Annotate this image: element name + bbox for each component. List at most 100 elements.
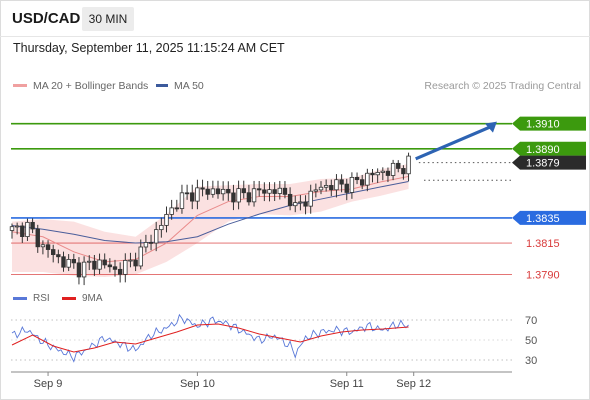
candle-body bbox=[293, 202, 298, 207]
candle-body bbox=[56, 254, 61, 258]
candle-body bbox=[164, 214, 169, 226]
ma50-swatch bbox=[156, 83, 168, 87]
candle-body bbox=[380, 170, 385, 173]
candle-body bbox=[14, 225, 20, 228]
candle-body bbox=[298, 201, 303, 204]
level-tag-1.3910 bbox=[512, 116, 586, 131]
symbol-title: USD/CAD bbox=[12, 10, 81, 27]
candle-body bbox=[339, 179, 344, 185]
x-tick-label: Sep 9 bbox=[34, 378, 63, 390]
candle-body bbox=[169, 207, 174, 215]
candle-body bbox=[35, 228, 40, 248]
ma20-swatch bbox=[13, 83, 27, 87]
timestamp: Thursday, September 11, 2025 11:15:24 AM… bbox=[13, 41, 285, 55]
rsi-ma-legend-label: 9MA bbox=[82, 293, 103, 304]
research-credit: Research © 2025 Trading Central bbox=[424, 80, 581, 92]
candle-body bbox=[184, 192, 190, 195]
level-label-1.3815: 1.3815 bbox=[526, 238, 560, 250]
candle-body bbox=[406, 155, 411, 175]
rsi-swatch bbox=[13, 296, 27, 300]
rsi-tick-label: 50 bbox=[525, 335, 537, 347]
candle-body bbox=[195, 187, 200, 202]
candle-body bbox=[20, 225, 25, 237]
candle-body bbox=[226, 188, 231, 194]
candle-body bbox=[354, 176, 360, 181]
candle-body bbox=[92, 260, 97, 270]
candle-body bbox=[220, 188, 226, 195]
candle-body bbox=[277, 187, 282, 194]
candle-body bbox=[133, 259, 138, 267]
candle-body bbox=[128, 259, 133, 262]
candle-body bbox=[61, 256, 66, 268]
candle-body bbox=[396, 162, 401, 169]
candle-body bbox=[30, 221, 35, 230]
level-label-1.3890: 1.3890 bbox=[526, 144, 560, 156]
candle-body bbox=[153, 229, 159, 244]
candle-body bbox=[117, 268, 123, 275]
forecast-arrow-shaft bbox=[415, 125, 492, 161]
candle-body bbox=[179, 192, 185, 209]
level-label-1.3790: 1.3790 bbox=[526, 269, 560, 281]
rsi-ma-line bbox=[11, 323, 409, 353]
rsi-tick-label: 30 bbox=[525, 355, 537, 367]
candle-body bbox=[385, 170, 391, 176]
candle-body bbox=[267, 189, 272, 194]
candle-body bbox=[313, 189, 319, 192]
candle-body bbox=[87, 260, 92, 263]
candle-body bbox=[401, 168, 406, 175]
candle-body bbox=[215, 188, 221, 195]
candle-body bbox=[148, 242, 154, 244]
x-tick-label: Sep 12 bbox=[396, 378, 431, 390]
candle-body bbox=[200, 187, 205, 190]
candle-body bbox=[76, 262, 82, 278]
candle-body bbox=[81, 261, 87, 278]
candle-body bbox=[370, 172, 375, 176]
legend-ma20: MA 20 + Bollinger Bands bbox=[13, 80, 148, 92]
candle-body bbox=[112, 266, 118, 270]
candle-body bbox=[66, 259, 71, 268]
candle-body bbox=[159, 224, 164, 231]
rsi-tick-label: 70 bbox=[525, 315, 537, 327]
candle-body bbox=[25, 221, 30, 237]
candle-body bbox=[329, 185, 334, 191]
candle-body bbox=[190, 192, 195, 202]
candle-body bbox=[210, 188, 216, 195]
candle-body bbox=[241, 188, 246, 194]
candle-body bbox=[246, 192, 252, 203]
candle-body bbox=[205, 188, 210, 195]
level-tag-1.3890 bbox=[512, 141, 586, 156]
candle-body bbox=[102, 259, 107, 266]
candle-body bbox=[375, 172, 380, 176]
header-divider bbox=[0, 36, 590, 37]
x-tick-label: Sep 11 bbox=[330, 378, 364, 390]
candle-body bbox=[231, 192, 236, 203]
level-label-1.3879: 1.3879 bbox=[526, 158, 560, 170]
candle-body bbox=[262, 189, 267, 194]
ma20-legend-label: MA 20 + Bollinger Bands bbox=[33, 80, 149, 92]
candle-body bbox=[40, 244, 46, 248]
level-tag-1.3835 bbox=[512, 210, 586, 225]
candle-body bbox=[390, 162, 396, 176]
candle-body bbox=[308, 190, 313, 207]
candle-body bbox=[365, 172, 370, 186]
bollinger-band-fill bbox=[12, 163, 409, 277]
candle-body bbox=[236, 188, 241, 203]
rsi-ma-swatch bbox=[62, 296, 76, 300]
candle-body bbox=[123, 260, 128, 275]
candle-body bbox=[51, 249, 56, 256]
ma50-legend-label: MA 50 bbox=[174, 80, 204, 92]
candle-body bbox=[71, 259, 76, 264]
candle-body bbox=[272, 189, 277, 194]
candle-body bbox=[282, 187, 288, 195]
forecast-arrow-head bbox=[484, 121, 497, 133]
candle-body bbox=[143, 242, 149, 248]
interval-button[interactable]: 30 MIN bbox=[82, 7, 134, 31]
candle-body bbox=[97, 259, 102, 270]
level-label-1.3835: 1.3835 bbox=[526, 213, 560, 225]
rsi-legend-label: RSI bbox=[33, 293, 50, 304]
candle-body bbox=[334, 179, 339, 191]
candle-body bbox=[107, 264, 113, 268]
candle-body bbox=[344, 183, 349, 193]
candle-body bbox=[256, 188, 262, 191]
